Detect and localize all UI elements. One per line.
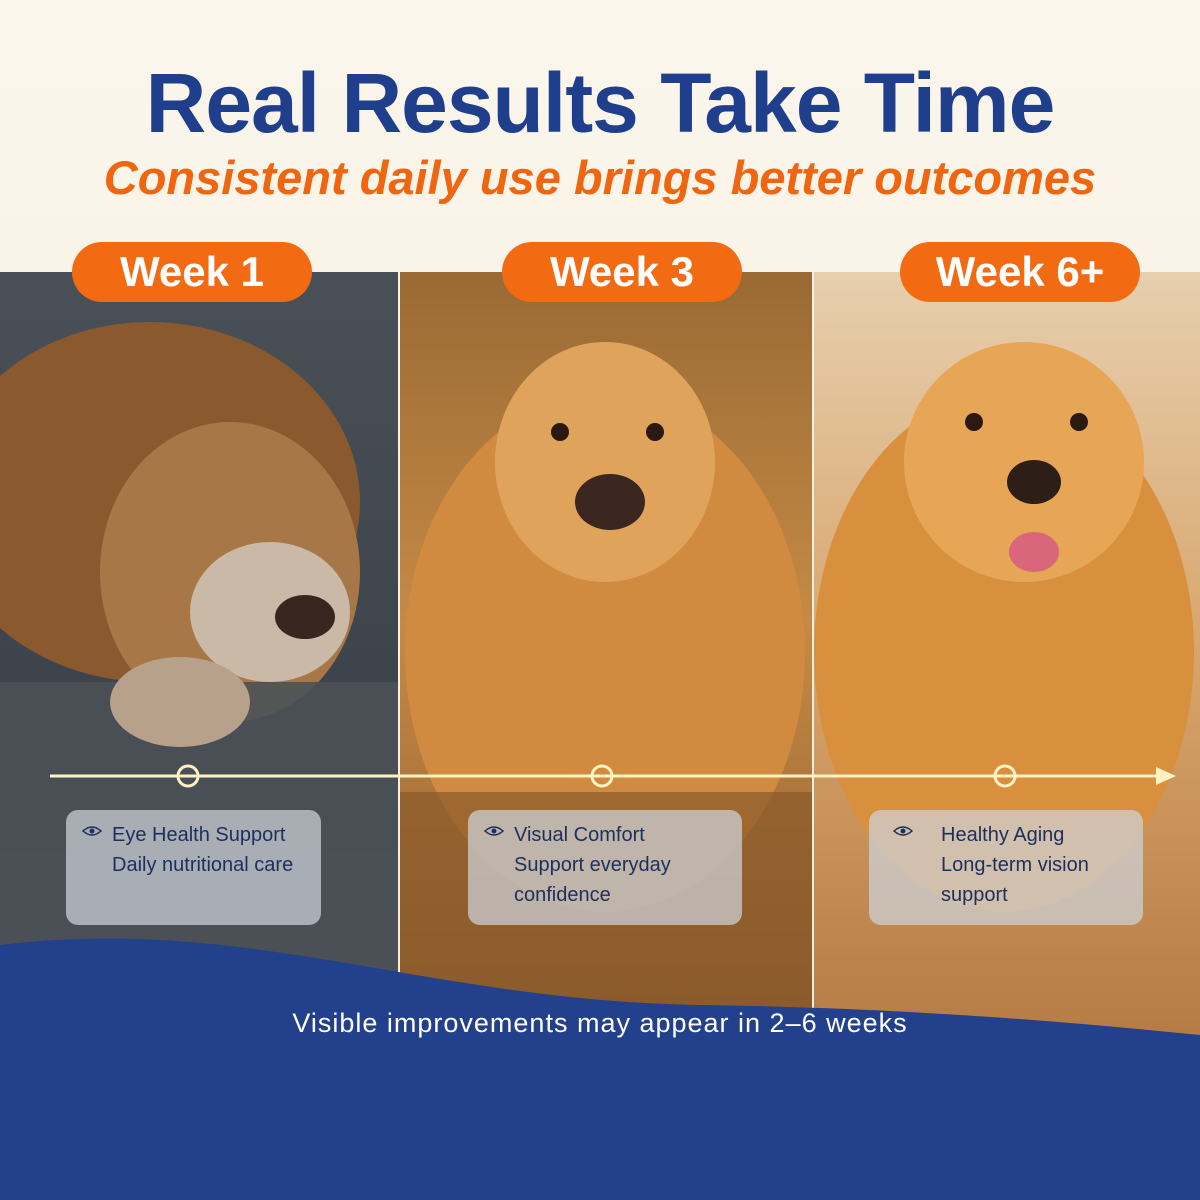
week-badge: Week 1	[72, 242, 312, 302]
info-title: Healthy Aging	[941, 824, 1065, 846]
wave-band	[0, 938, 1200, 1200]
dog-illustration	[814, 342, 1194, 912]
info-description: Long-term vision support	[941, 854, 1089, 906]
eye-icon	[82, 826, 102, 836]
subtitle: Consistent daily use brings better outco…	[103, 151, 1097, 204]
week-badge: Week 3	[502, 242, 742, 302]
timeline-node	[176, 764, 200, 788]
title: Real Results Take Time	[145, 56, 1056, 150]
info-description: Support everyday confidence	[514, 854, 671, 906]
timeline-node	[993, 764, 1017, 788]
info-title: Eye Health Support	[112, 824, 286, 846]
footer-note: Visible improvements may appear in 2–6 w…	[292, 1008, 908, 1038]
photo-panel	[400, 272, 812, 1052]
eye-icon	[484, 826, 504, 836]
info-box: Visual Comfort Support everyday confiden…	[468, 810, 742, 925]
info-box: Eye Health Support Daily nutritional car…	[66, 810, 321, 925]
week-badge: Week 6+	[900, 242, 1140, 302]
timeline-arrow	[1156, 767, 1176, 785]
info-box: Healthy Aging Long-term vision support	[869, 810, 1143, 925]
eye-icon	[893, 826, 913, 836]
timeline-node	[590, 764, 614, 788]
info-title: Visual Comfort	[514, 824, 645, 846]
info-description: Daily nutritional care	[112, 854, 294, 876]
